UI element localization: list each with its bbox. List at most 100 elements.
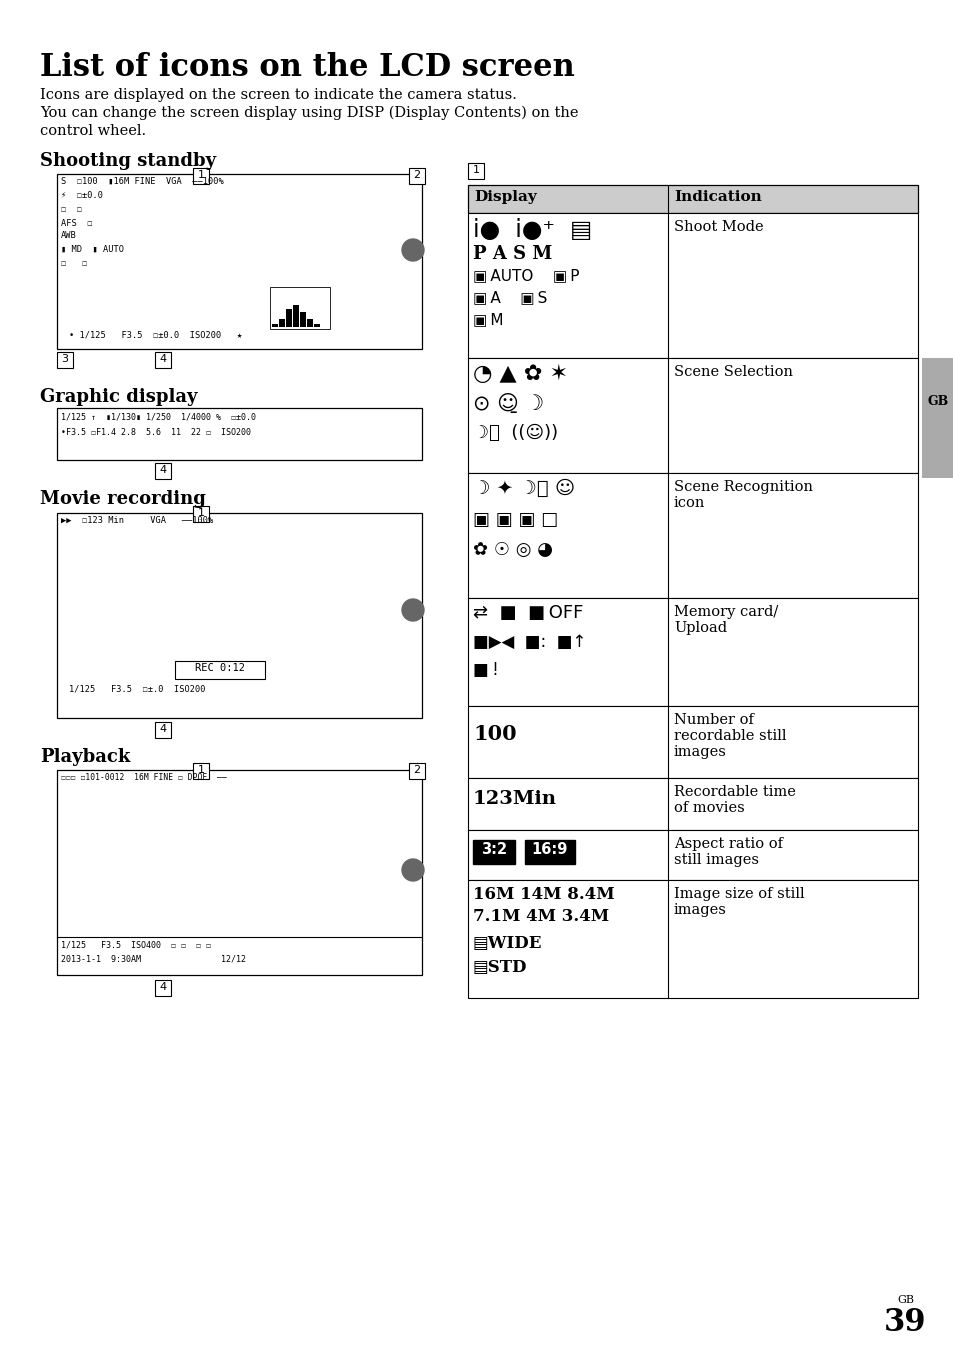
Text: 1: 1 [197,508,204,518]
Text: 1: 1 [472,165,479,175]
Text: 1/125 ↑  ▮1/130▮ 1/250  1/4000 %  ☐±0.0: 1/125 ↑ ▮1/130▮ 1/250 1/4000 % ☐±0.0 [61,412,255,421]
Text: ⊙ ☺̱ ☽: ⊙ ☺̱ ☽ [473,394,543,414]
Bar [154,981,171,997]
Text: Image size of still
images: Image size of still images [673,886,803,917]
Text: AWB: AWB [61,231,76,239]
Text: 4: 4 [159,724,167,734]
Text: 3: 3 [61,354,69,364]
Text: ✿ ☉ ◎ ◕: ✿ ☉ ◎ ◕ [473,541,553,560]
Text: ☽ ✦ ☽✋ ☺: ☽ ✦ ☽✋ ☺ [473,479,575,498]
Text: 1: 1 [197,765,204,775]
Text: ▣ AUTO    ▣ P: ▣ AUTO ▣ P [473,268,578,282]
Text: Indication: Indication [673,190,760,204]
Text: ■▶◀  ■:  ■↑: ■▶◀ ■: ■↑ [473,633,586,651]
Text: GB: GB [896,1295,913,1305]
Text: You can change the screen display using DISP (Display Contents) on the: You can change the screen display using … [40,106,578,121]
Bar [154,463,171,479]
Bar [57,174,421,348]
Text: 123Min: 123Min [473,790,557,808]
Text: Scene Selection: Scene Selection [673,364,792,379]
Bar [409,763,424,779]
Bar [468,777,917,830]
Text: ☽✋  ((☺)): ☽✋ ((☺)) [473,424,558,443]
Text: Aspect ratio of
still images: Aspect ratio of still images [673,837,782,868]
Text: GB: GB [927,395,948,408]
Bar [473,841,515,863]
Bar [299,312,306,327]
Bar [468,706,917,777]
Text: ◔ ▲ ✿ ✶: ◔ ▲ ✿ ✶ [473,364,568,385]
Bar [468,186,917,213]
Text: ▤WIDE: ▤WIDE [473,935,542,952]
Text: Shooting standby: Shooting standby [40,152,216,169]
Text: ▮ MD  ▮ AUTO: ▮ MD ▮ AUTO [61,245,124,254]
Text: ⇄  ■  ■ OFF: ⇄ ■ ■ OFF [473,604,583,621]
Bar [57,408,421,460]
Text: 2: 2 [413,765,420,775]
Bar [193,168,209,184]
Text: ⚡  ☐±0.0: ⚡ ☐±0.0 [61,191,103,200]
Bar [468,599,917,706]
Bar [57,512,421,718]
Text: ▣ A    ▣ S: ▣ A ▣ S [473,291,547,305]
Text: Shoot Mode: Shoot Mode [673,221,762,234]
Text: Playback: Playback [40,748,131,767]
Bar [314,324,319,327]
Text: REC 0:12: REC 0:12 [194,663,245,672]
Text: ☐  ☐: ☐ ☐ [61,204,82,214]
Text: P A S M: P A S M [473,245,552,264]
Text: ▣ ▣ ▣ □: ▣ ▣ ▣ □ [473,511,558,529]
Text: Display: Display [474,190,537,204]
Text: AFS  ☐: AFS ☐ [61,219,92,229]
Bar [193,506,209,522]
Text: Graphic display: Graphic display [40,387,197,406]
Text: 16:9: 16:9 [531,842,568,857]
Bar [468,213,917,358]
Text: 1: 1 [197,169,204,180]
Bar [270,286,330,330]
Text: Number of
recordable still
images: Number of recordable still images [673,713,785,760]
Text: 2013-1-1  9:30AM                12/12: 2013-1-1 9:30AM 12/12 [61,955,246,964]
Bar [57,352,73,369]
Circle shape [401,859,423,881]
Text: ☐☐☐ ☐101-0012  16M FINE ☐ DPOF  ——: ☐☐☐ ☐101-0012 16M FINE ☐ DPOF —— [61,773,227,781]
Text: ☐   ☐: ☐ ☐ [61,260,87,268]
Bar [468,880,917,998]
Text: Icons are displayed on the screen to indicate the camera status.: Icons are displayed on the screen to ind… [40,87,517,102]
Bar [524,841,575,863]
Text: List of icons on the LCD screen: List of icons on the LCD screen [40,52,575,83]
Text: 4: 4 [159,354,167,364]
Bar [57,769,421,975]
Bar [468,473,917,599]
Text: 16M 14M 8.4M: 16M 14M 8.4M [473,886,614,902]
Bar [272,324,277,327]
Text: •F3.5 ☐F1.4 2.8  5.6  11  22 ☐  ISO200: •F3.5 ☐F1.4 2.8 5.6 11 22 ☐ ISO200 [61,428,251,437]
Bar [468,358,917,473]
Bar [307,319,313,327]
Bar [193,763,209,779]
Text: 4: 4 [159,465,167,475]
Text: Recordable time
of movies: Recordable time of movies [673,785,795,815]
Bar [921,358,953,477]
Text: 100: 100 [473,724,517,744]
Bar [409,168,424,184]
Text: ■ !: ■ ! [473,660,498,679]
Text: 4: 4 [159,982,167,993]
Bar [293,305,298,327]
Bar [154,722,171,738]
Text: Memory card/
Upload: Memory card/ Upload [673,605,778,635]
Text: ▣ M: ▣ M [473,312,503,327]
Text: 3:2: 3:2 [480,842,507,857]
Circle shape [401,599,423,621]
Text: ▶▶  ☐123 Min     VGA   ——100%: ▶▶ ☐123 Min VGA ——100% [61,516,213,525]
Bar [468,163,483,179]
Bar [278,319,285,327]
Bar [468,830,917,880]
Text: • 1/125   F3.5  ☐±0.0  ISO200   ★: • 1/125 F3.5 ☐±0.0 ISO200 ★ [69,330,242,339]
Text: i●  i●⁺  ▤: i● i●⁺ ▤ [473,218,592,242]
Bar [174,660,265,679]
Text: 2: 2 [413,169,420,180]
Text: Scene Recognition
icon: Scene Recognition icon [673,480,812,510]
Text: 7.1M 4M 3.4M: 7.1M 4M 3.4M [473,908,608,925]
Text: control wheel.: control wheel. [40,124,146,139]
